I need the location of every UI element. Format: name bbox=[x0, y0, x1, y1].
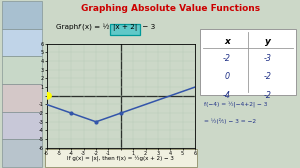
FancyBboxPatch shape bbox=[2, 139, 42, 167]
Circle shape bbox=[42, 92, 51, 99]
Text: -4: -4 bbox=[223, 91, 231, 100]
Text: If g(x) = |x|, then f(x) = ½g(x + 2) − 3: If g(x) = |x|, then f(x) = ½g(x + 2) − 3 bbox=[67, 155, 174, 161]
Text: -2: -2 bbox=[264, 91, 272, 100]
FancyBboxPatch shape bbox=[2, 84, 42, 112]
Text: − 3: − 3 bbox=[140, 24, 155, 30]
Text: x: x bbox=[224, 37, 230, 46]
FancyBboxPatch shape bbox=[110, 24, 140, 35]
Text: Graph: Graph bbox=[56, 24, 80, 30]
FancyBboxPatch shape bbox=[45, 149, 196, 167]
Text: Graphing Absolute Value Functions: Graphing Absolute Value Functions bbox=[81, 4, 261, 13]
Text: 0: 0 bbox=[224, 72, 230, 81]
FancyBboxPatch shape bbox=[2, 112, 42, 139]
Text: (x) = ½: (x) = ½ bbox=[82, 24, 111, 30]
FancyBboxPatch shape bbox=[2, 29, 42, 56]
FancyBboxPatch shape bbox=[2, 56, 42, 84]
Text: y: y bbox=[265, 37, 271, 46]
Text: f: f bbox=[77, 24, 80, 30]
Text: -2: -2 bbox=[223, 54, 231, 63]
Text: = ½(²⁄₁) − 3 = −2: = ½(²⁄₁) − 3 = −2 bbox=[204, 118, 256, 124]
Text: f(−4) = ½|−4+2| − 3: f(−4) = ½|−4+2| − 3 bbox=[204, 101, 267, 107]
FancyBboxPatch shape bbox=[2, 1, 42, 29]
Text: -3: -3 bbox=[264, 54, 272, 63]
FancyBboxPatch shape bbox=[200, 29, 296, 95]
Text: |x + 2|: |x + 2| bbox=[113, 24, 137, 31]
Text: -2: -2 bbox=[264, 72, 272, 81]
